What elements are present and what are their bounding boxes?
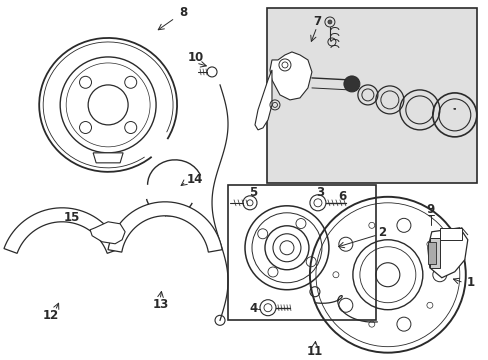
Text: 6: 6 [337, 190, 346, 203]
Text: 9: 9 [426, 203, 434, 216]
Bar [266, 8, 476, 183]
Circle shape [327, 20, 331, 24]
Polygon shape [269, 52, 311, 100]
Polygon shape [93, 153, 123, 163]
Text: 13: 13 [153, 298, 169, 311]
Polygon shape [90, 222, 125, 244]
Text: 7: 7 [312, 15, 320, 28]
Polygon shape [108, 202, 222, 252]
Text: 10: 10 [187, 51, 204, 64]
Polygon shape [427, 228, 467, 278]
Text: 5: 5 [248, 186, 257, 199]
Polygon shape [4, 208, 120, 253]
Text: 14: 14 [186, 173, 203, 186]
Bar [439, 228, 461, 240]
Text: 12: 12 [43, 309, 59, 322]
Circle shape [343, 76, 359, 92]
Polygon shape [429, 238, 439, 268]
Text: 11: 11 [306, 345, 323, 358]
Text: 8: 8 [179, 6, 187, 19]
Text: 4: 4 [249, 302, 258, 315]
Polygon shape [427, 242, 435, 264]
Text: 1: 1 [466, 276, 474, 289]
Text: 2: 2 [377, 226, 385, 239]
Bar [227, 185, 375, 320]
Text: 15: 15 [64, 211, 80, 224]
Text: 3: 3 [315, 186, 324, 199]
Polygon shape [254, 70, 271, 130]
